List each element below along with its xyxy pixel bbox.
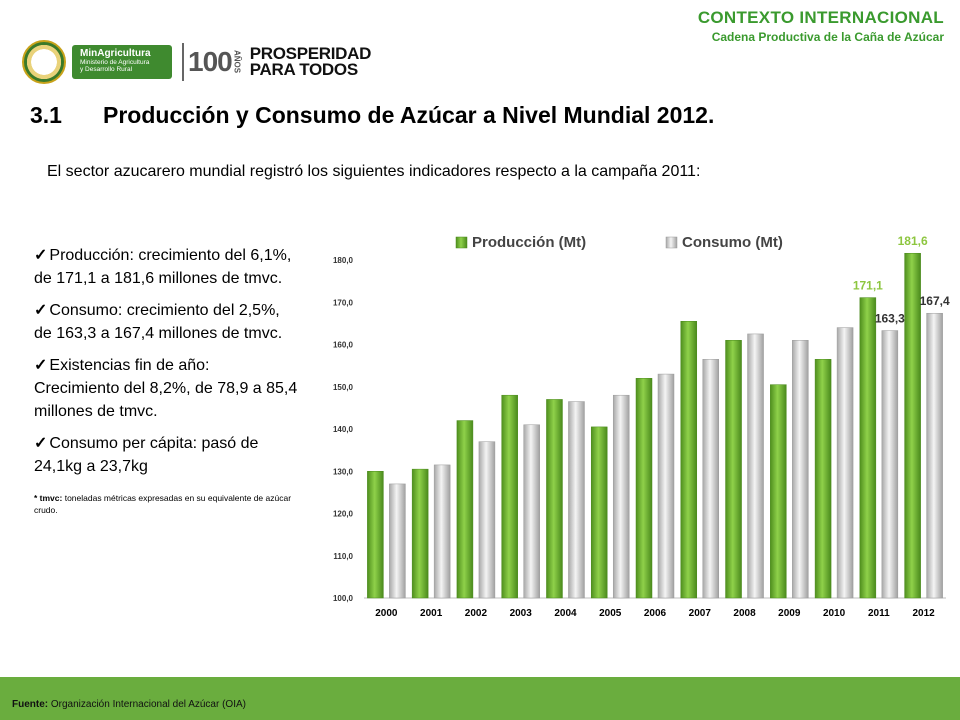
- consumption-bar: [523, 424, 540, 599]
- x-tick-label: 2009: [778, 608, 801, 619]
- prosperidad-logo: PROSPERIDAD PARA TODOS: [249, 44, 372, 79]
- bullet-list: ✓ Producción: crecimiento del 6,1%, de 17…: [34, 244, 298, 516]
- y-tick-label: 160,0: [333, 341, 354, 350]
- production-bar: [635, 378, 653, 599]
- check-icon: ✓: [34, 357, 48, 374]
- x-tick-label: 2000: [375, 608, 398, 619]
- data-label: 163,3: [875, 312, 905, 326]
- check-icon: ✓: [34, 302, 48, 319]
- minagri-logo-line2: Ministerio de Agricultura: [80, 59, 150, 66]
- footer-bar: Fuente: Organización Internacional del A…: [0, 677, 960, 720]
- bullet-text: Consumo per cápita: pasó de 24,1kg a 23,…: [34, 435, 259, 475]
- consumption-bar: [836, 327, 854, 599]
- bullet-item: ✓ Producción: crecimiento del 6,1%, de 17…: [34, 244, 298, 290]
- production-bar: [814, 359, 832, 599]
- x-tick-label: 2008: [733, 608, 756, 619]
- source-text: Organización Internacional del Azúcar (O…: [48, 699, 246, 710]
- production-bar: [904, 252, 921, 599]
- data-label: 181,6: [898, 234, 928, 248]
- consumption-bar: [389, 483, 406, 599]
- bar-chart: 100,0 110,0 120,0 130,0 140,0 150,0 160,0 170,0…: [316, 220, 956, 630]
- production-bar: [546, 399, 563, 599]
- page-title: 3.1 Producción y Consumo de Azúcar a Nive…: [30, 102, 714, 129]
- x-tick-label: 2007: [689, 608, 712, 619]
- production-bar: [501, 394, 518, 599]
- footnote-text: toneladas métricas expresadas en su equi…: [34, 493, 292, 515]
- consumption-bar: [747, 333, 764, 599]
- minagri-logo-line3: y Desarrollo Rural: [80, 66, 133, 73]
- minagricultura-logo: MinAgricultura Ministerio de Agricultura…: [72, 45, 172, 79]
- logo-bar: MinAgricultura Ministerio de Agricultura…: [22, 40, 371, 84]
- chart-svg: 100,0 110,0 120,0 130,0 140,0 150,0 160,0 170,0…: [333, 234, 950, 619]
- header-subtitle: Cadena Productiva de la Caña de Azúcar: [711, 30, 944, 44]
- consumption-bar: [926, 312, 943, 599]
- consumption-bar: [568, 401, 585, 599]
- production-bar: [367, 471, 384, 599]
- legend-swatch: [455, 236, 468, 249]
- production-bar: [590, 426, 608, 599]
- y-tick-label: 130,0: [333, 467, 354, 476]
- check-icon: ✓: [34, 435, 48, 452]
- intro-text: El sector azucarero mundial registró los…: [47, 163, 701, 180]
- cien-anos-logo: 100 AÑOS: [182, 43, 242, 81]
- prosperidad-line2: PARA TODOS: [249, 60, 358, 79]
- x-tick-label: 2012: [912, 608, 935, 619]
- footnote: * tmvc: toneladas métricas expresadas en…: [34, 492, 298, 516]
- consumption-bar: [792, 340, 809, 599]
- source-note: Fuente: Organización Internacional del A…: [12, 699, 246, 710]
- cien-anos-word: AÑOS: [232, 50, 242, 74]
- legend-label: Producción (Mt): [472, 234, 586, 251]
- consumption-bar: [881, 330, 899, 599]
- bullet-item: ✓ Consumo per cápita: pasó de 24,1kg a 23…: [34, 432, 298, 478]
- x-tick-label: 2006: [644, 608, 667, 619]
- header-title: CONTEXTO INTERNACIONAL: [697, 8, 944, 27]
- production-bar: [859, 297, 877, 599]
- x-tick-label: 2011: [868, 608, 890, 619]
- minagri-logo-title: MinAgricultura: [80, 48, 151, 59]
- footnote-term: * tmvc:: [34, 493, 63, 503]
- prosperidad-line1: PROSPERIDAD: [249, 44, 372, 63]
- y-tick-label: 110,0: [333, 552, 353, 561]
- bullet-text: Producción: crecimiento del 6,1%, de 171…: [34, 247, 292, 287]
- check-icon: ✓: [34, 247, 48, 264]
- y-tick-label: 180,0: [333, 256, 354, 265]
- section-number: 3.1: [30, 102, 62, 128]
- bullet-item: ✓ Consumo: crecimiento del 2,5%, de 163,3…: [34, 299, 298, 345]
- production-bar: [680, 321, 698, 599]
- bullet-text: Existencias fin de año: Crecimiento del …: [34, 357, 298, 420]
- header-block: CONTEXTO INTERNACIONAL Cadena Productiva…: [698, 8, 944, 44]
- y-tick-label: 150,0: [333, 383, 354, 392]
- production-bar: [725, 340, 742, 599]
- x-tick-label: 2001: [420, 608, 443, 619]
- consumption-bar: [433, 464, 451, 599]
- bullet-item: ✓ Existencias fin de año: Crecimiento del…: [34, 354, 298, 423]
- x-tick-label: 2004: [554, 608, 577, 619]
- data-label: 171,1: [853, 279, 883, 293]
- legend-label: Consumo (Mt): [682, 234, 783, 251]
- production-bar: [770, 384, 787, 599]
- x-tick-label: 2010: [823, 608, 846, 619]
- production-bar: [411, 468, 429, 599]
- x-tick-label: 2003: [510, 608, 533, 619]
- y-tick-label: 170,0: [333, 298, 354, 307]
- legend-swatch: [665, 236, 678, 249]
- data-label: 167,4: [920, 294, 950, 308]
- cien-anos-number: 100: [188, 46, 233, 77]
- x-tick-label: 2005: [599, 608, 622, 619]
- colombia-seal-icon: [22, 40, 66, 84]
- y-tick-label: 100,0: [333, 594, 354, 603]
- consumption-bar: [702, 359, 720, 599]
- consumption-bar: [478, 441, 496, 599]
- production-bar: [456, 420, 474, 599]
- y-tick-label: 140,0: [333, 425, 354, 434]
- bullet-text: Consumo: crecimiento del 2,5%, de 163,3 …: [34, 302, 283, 342]
- y-tick-label: 120,0: [333, 510, 354, 519]
- consumption-bar: [612, 394, 630, 599]
- consumption-bar: [657, 373, 675, 599]
- x-tick-label: 2002: [465, 608, 488, 619]
- section-title: Producción y Consumo de Azúcar a Nivel M…: [103, 102, 715, 128]
- source-label: Fuente:: [12, 699, 49, 710]
